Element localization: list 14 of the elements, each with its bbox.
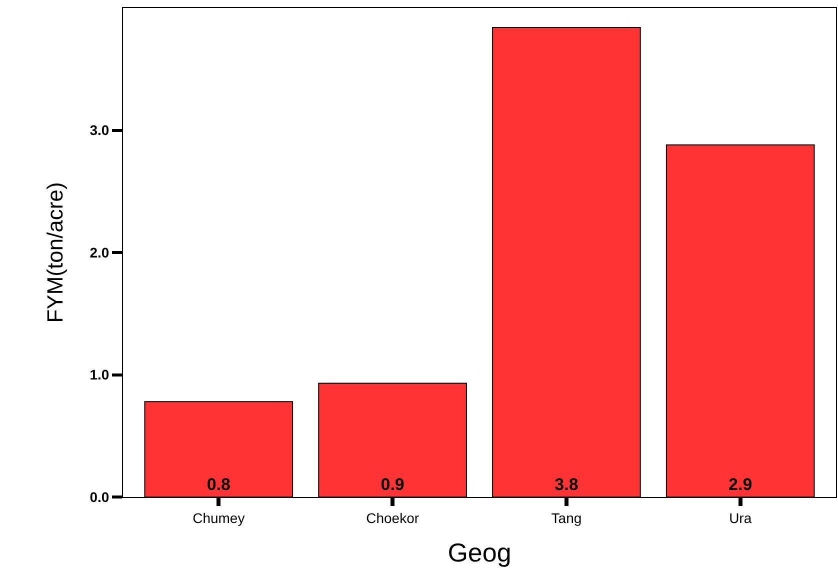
x-tick-label: Ura [729,510,752,526]
y-tick-label: 0.0 [90,488,110,505]
data-label: 3.8 [554,475,578,494]
data-label: 0.8 [206,475,230,494]
data-label: 0.9 [380,475,404,494]
y-axis-title: FYM(ton/acre) [42,182,68,323]
data-label: 2.9 [728,475,752,494]
x-tick-label: Chumey [192,510,245,526]
x-axis-title: Geog [448,538,512,568]
y-tick-label: 3.0 [90,122,110,138]
y-tick-label: 1.0 [90,366,110,383]
x-tick-label: Choekor [366,510,420,526]
x-tick-label: Tang [551,510,582,526]
y-tick-label: 2.0 [90,244,110,260]
